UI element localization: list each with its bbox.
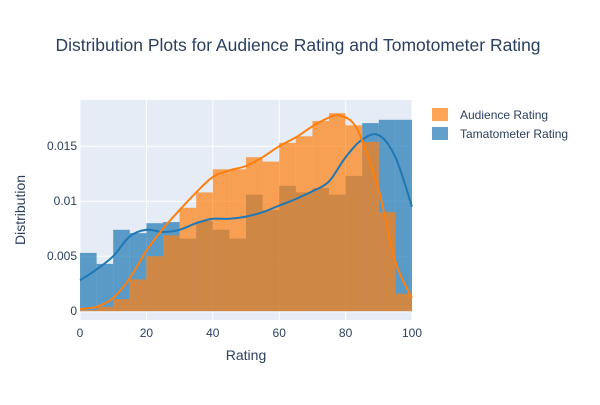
histogram-bar-audience — [80, 310, 97, 312]
x-tick-label: 60 — [273, 326, 287, 340]
kde-curve-audience — [79, 114, 413, 310]
histogram-bar-audience — [329, 113, 346, 312]
histogram-bars — [80, 113, 412, 312]
x-tick-label: 40 — [206, 326, 220, 340]
histogram-bar-audience — [212, 169, 230, 312]
x-tick-label: 0 — [77, 326, 84, 340]
histogram-bar-audience — [196, 192, 213, 312]
kde-curves — [79, 114, 413, 310]
histogram-bar-audience — [362, 141, 379, 312]
histogram-bar-audience — [96, 306, 114, 312]
y-tick-label: 0.005 — [47, 249, 77, 263]
x-axis-label: Rating — [226, 347, 266, 363]
legend-label-tamatometer[interactable]: Tamatometer Rating — [460, 127, 568, 141]
histogram-bar-tamatometer — [113, 229, 130, 312]
histogram-bar-audience — [262, 161, 280, 312]
histogram-bar-audience — [345, 125, 363, 312]
legend-swatch-audience[interactable] — [432, 108, 448, 121]
x-tick-label: 20 — [140, 326, 154, 340]
histogram-bar-tamatometer — [80, 252, 97, 312]
y-tick-label: 0.01 — [54, 194, 78, 208]
histogram-bar-audience — [179, 207, 197, 312]
y-tick-label: 0 — [70, 304, 77, 318]
legend-label-audience[interactable]: Audience Rating — [460, 108, 548, 122]
y-tick-label: 0.015 — [47, 139, 77, 153]
histogram-bar-audience — [295, 136, 313, 312]
histogram-bar-audience — [146, 256, 163, 312]
y-axis-ticks: 0 0.005 0.01 0.015 — [47, 139, 77, 318]
y-axis-label: Distribution — [12, 175, 28, 245]
histogram-bar-audience — [378, 212, 396, 312]
x-axis-ticks: 0 20 40 60 80 100 — [77, 326, 423, 340]
histogram-bar-audience — [229, 169, 246, 312]
legend-swatch-tamatometer[interactable] — [432, 127, 448, 140]
legend[interactable]: Audience Rating Tamatometer Rating — [432, 108, 568, 141]
histogram-bar-audience — [395, 293, 412, 312]
x-tick-label: 80 — [339, 326, 353, 340]
histogram-bar-audience — [312, 120, 329, 312]
chart-title: Distribution Plots for Audience Rating a… — [55, 35, 540, 55]
histogram-bar-audience — [246, 157, 263, 312]
histogram-bar-tamatometer — [96, 263, 114, 312]
histogram-bar-audience — [113, 299, 130, 312]
histogram-bar-audience — [163, 235, 180, 312]
x-tick-label: 100 — [402, 326, 422, 340]
histogram-bar-audience — [129, 279, 147, 312]
histogram-bar-audience — [279, 142, 296, 312]
kde-curve-tamatometer — [79, 133, 413, 282]
